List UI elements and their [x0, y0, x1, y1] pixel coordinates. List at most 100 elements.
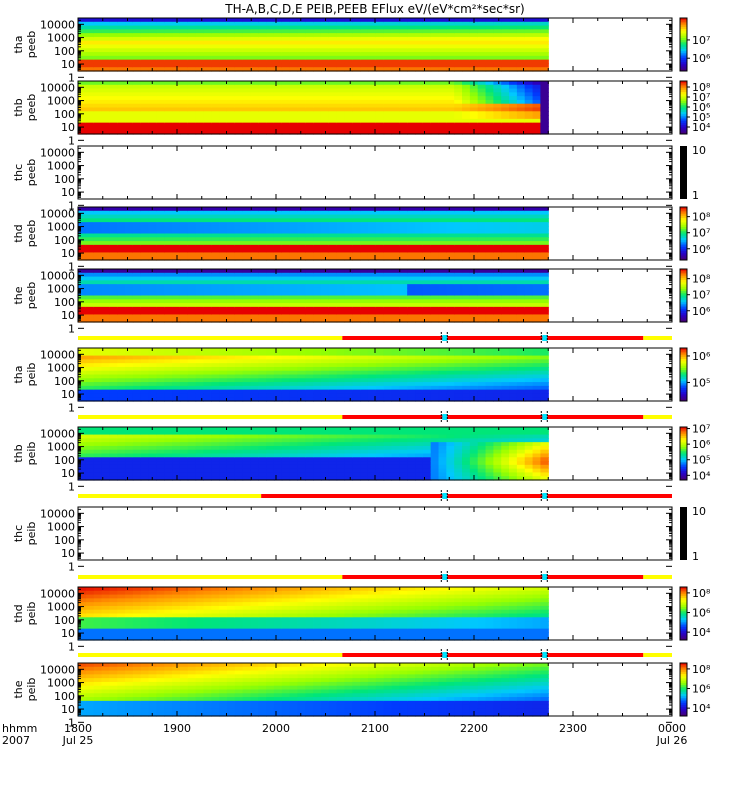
- spectrogram-cell: [399, 130, 408, 135]
- spectrogram-cell: [438, 291, 447, 297]
- spectrogram-cell: [211, 218, 220, 223]
- spectrogram-cell: [258, 233, 267, 238]
- spectrogram-cell: [93, 252, 103, 257]
- spectrogram-cell: [305, 272, 314, 278]
- spectrogram-cell: [250, 393, 259, 398]
- spectrogram-cell: [132, 59, 142, 65]
- spectrogram-cell: [454, 359, 463, 364]
- spectrogram-cell: [211, 252, 220, 257]
- spectrogram-cell: [336, 348, 346, 353]
- spectrogram-cell: [125, 229, 134, 235]
- spectrogram-cell: [367, 115, 377, 120]
- spectrogram-cell: [281, 111, 291, 116]
- spectrogram-cell: [250, 363, 259, 368]
- spectrogram-cell: [336, 33, 346, 38]
- spectrogram-cell: [438, 303, 447, 308]
- spectrogram-cell: [117, 44, 126, 49]
- y-tick-label: 1000: [47, 32, 75, 45]
- spectrogram-cell: [85, 29, 95, 34]
- spectrogram-cell: [509, 348, 518, 353]
- spectrogram-cell: [195, 52, 204, 57]
- spectrogram-cell: [156, 33, 165, 38]
- spectrogram-cell: [219, 359, 228, 364]
- spectrogram-cell: [297, 84, 306, 90]
- spectrogram-cell: [242, 218, 252, 223]
- spectrogram-cell: [203, 397, 212, 402]
- spectrogram-cell: [78, 33, 87, 38]
- spectrogram-cell: [85, 218, 95, 223]
- spectrogram-cell: [524, 210, 534, 216]
- spectrogram-cell: [93, 306, 103, 312]
- spectrogram-cell: [328, 33, 338, 38]
- spectrogram-cell: [226, 389, 236, 395]
- spectrogram-cell: [211, 130, 220, 135]
- spectrogram-cell: [446, 299, 455, 304]
- spectrogram-cell: [540, 126, 549, 131]
- spectrogram-cell: [297, 130, 306, 135]
- spectrogram-cell: [328, 284, 338, 289]
- spectrogram-cell: [109, 276, 118, 281]
- spectrogram-cell: [415, 111, 424, 116]
- spectrogram-cell: [344, 385, 353, 391]
- spectrogram-cell: [493, 389, 502, 395]
- spectrogram-cell: [273, 225, 283, 231]
- spectrogram-cell: [375, 29, 385, 34]
- spectrogram-cell: [360, 359, 369, 364]
- spectrogram-cell: [462, 359, 471, 364]
- spectrogram-cell: [297, 351, 306, 357]
- spectrogram-cell: [540, 299, 549, 304]
- spectrogram-cell: [532, 225, 542, 231]
- spectrogram-cell: [179, 287, 189, 293]
- spectrogram-cell: [148, 67, 157, 72]
- spectrogram-cell: [454, 351, 463, 357]
- spectrogram-cell: [101, 81, 110, 86]
- spectrogram-cell: [391, 25, 400, 30]
- spectrogram-cell: [501, 389, 510, 395]
- spectrogram-cell: [524, 214, 534, 219]
- spectrogram-cell: [438, 214, 447, 219]
- spectrogram-cell: [320, 33, 330, 38]
- spectrogram-cell: [250, 291, 259, 297]
- spectrogram-cell: [211, 21, 220, 27]
- spectrogram-cell: [164, 256, 173, 261]
- spectrogram-cell: [179, 84, 189, 90]
- spectrogram-cell: [383, 40, 393, 46]
- spectrogram-cell: [313, 366, 322, 372]
- spectrogram-cell: [532, 210, 542, 216]
- spectrogram-cell: [446, 118, 455, 124]
- spectrogram-cell: [242, 389, 252, 395]
- spectrogram-cell: [93, 107, 103, 112]
- spectrogram-cell: [281, 355, 291, 360]
- spectrogram-cell: [360, 256, 369, 261]
- spectrogram-cell: [477, 118, 487, 124]
- spectrogram-cell: [399, 18, 408, 23]
- spectrogram-cell: [117, 21, 126, 27]
- spectrogram-cell: [219, 355, 228, 360]
- spectrogram-cell: [430, 382, 440, 387]
- spectrogram-cell: [140, 244, 150, 250]
- spectrogram-cell: [328, 214, 338, 219]
- spectrogram-cell: [250, 272, 259, 278]
- spectrogram-cell: [117, 92, 126, 97]
- spectrogram-cell: [78, 229, 87, 235]
- spectrogram-cell: [242, 318, 252, 323]
- spectrogram-cell: [415, 252, 424, 257]
- spectrogram-cell: [375, 40, 385, 46]
- spectrogram-cell: [352, 355, 361, 360]
- spectrogram-cell: [195, 229, 204, 235]
- spectrogram-cell: [360, 25, 369, 30]
- colorbar-segment: [680, 81, 687, 84]
- spectrogram-cell: [485, 36, 494, 42]
- spectrogram-cell: [391, 355, 400, 360]
- spectrogram-cell: [485, 366, 494, 372]
- spectrogram-cell: [438, 25, 447, 30]
- spectrogram-cell: [407, 229, 416, 235]
- spectrogram-cell: [85, 378, 95, 383]
- spectrogram-cell: [148, 318, 157, 323]
- spectrogram-cell: [524, 84, 534, 90]
- spectrogram-cell: [266, 63, 275, 68]
- spectrogram-cell: [78, 118, 87, 124]
- spectrogram-cell: [273, 29, 283, 34]
- spectrogram-cell: [211, 107, 220, 112]
- spectrogram-cell: [313, 374, 322, 379]
